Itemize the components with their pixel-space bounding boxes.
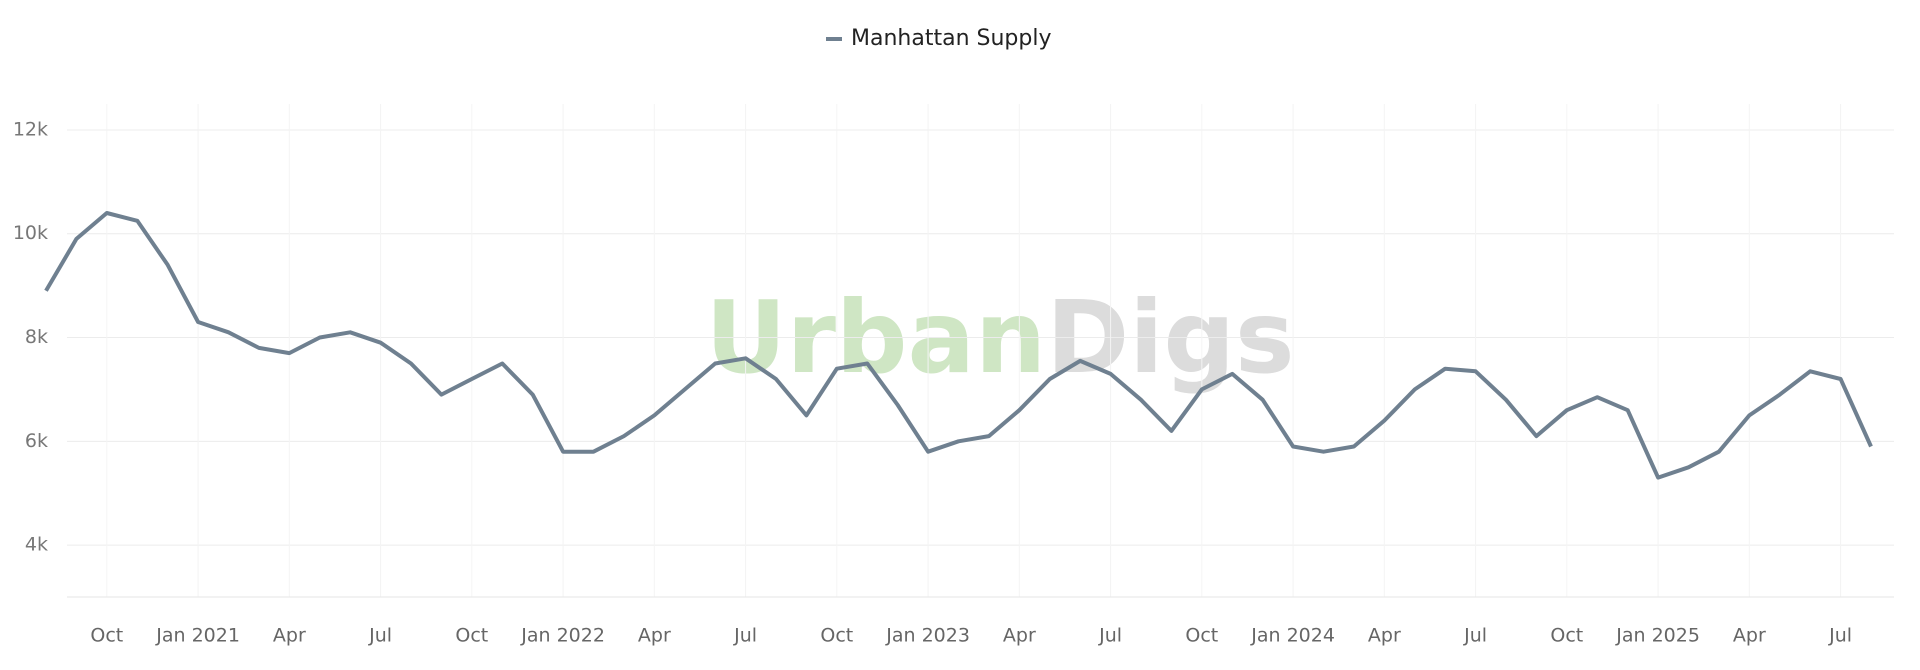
legend-label: Manhattan Supply (851, 26, 1051, 51)
x-tick-label: Jul (1463, 625, 1487, 647)
x-tick-label: Jul (368, 625, 392, 647)
line-series (44, 211, 1873, 480)
x-tick-label: Jan 2021 (155, 625, 240, 647)
x-tick-label: Jul (1098, 625, 1122, 647)
y-tick-label: 4k (25, 534, 48, 556)
x-tick-label: Jul (1828, 625, 1852, 647)
x-tick-label: Jul (733, 625, 757, 647)
x-tick-label: Apr (1368, 625, 1401, 647)
x-tick-label: Oct (820, 625, 853, 647)
x-tick-label: Jan 2024 (1250, 625, 1335, 647)
y-tick-label: 12k (13, 118, 48, 140)
x-tick-label: Apr (1733, 625, 1766, 647)
x-tick-label: Jan 2023 (885, 625, 970, 647)
x-tick-label: Oct (90, 625, 123, 647)
x-tick-label: Oct (1550, 625, 1583, 647)
y-tick-label: 6k (25, 430, 48, 452)
x-tick-label: Apr (273, 625, 306, 647)
x-tick-label: Oct (1185, 625, 1218, 647)
x-tick-label: Apr (638, 625, 671, 647)
x-tick-label: Oct (455, 625, 488, 647)
x-tick-label: Jan 2022 (520, 625, 605, 647)
x-tick-label: Jan 2025 (1615, 625, 1700, 647)
y-tick-label: 8k (25, 326, 48, 348)
x-tick-label: Apr (1003, 625, 1036, 647)
y-tick-label: 10k (13, 222, 48, 244)
